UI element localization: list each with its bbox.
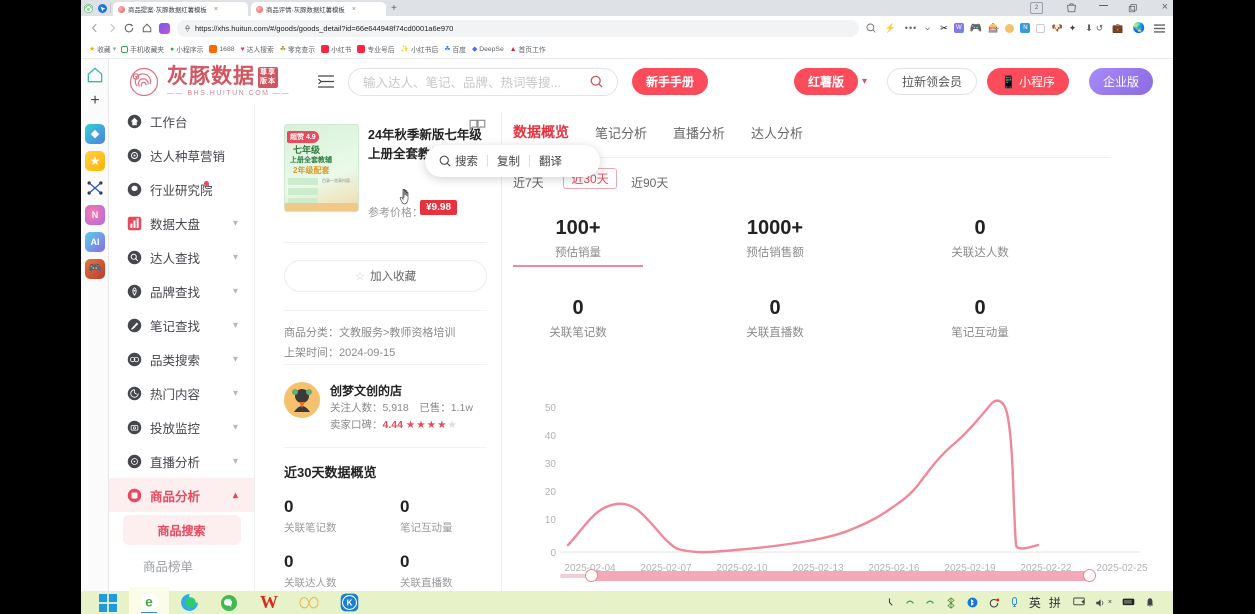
svg-text:e: e <box>145 594 153 609</box>
svg-text:e: e <box>87 7 90 13</box>
svg-text:20: 20 <box>545 487 557 498</box>
svg-text:10: 10 <box>545 515 557 526</box>
svg-text:40: 40 <box>545 431 557 442</box>
svg-text:0: 0 <box>550 548 556 559</box>
svg-text:K: K <box>346 599 352 608</box>
svg-text:50: 50 <box>545 403 557 414</box>
svg-text:30: 30 <box>545 459 557 470</box>
svg-text:2025-02-25: 2025-02-25 <box>1096 563 1148 574</box>
